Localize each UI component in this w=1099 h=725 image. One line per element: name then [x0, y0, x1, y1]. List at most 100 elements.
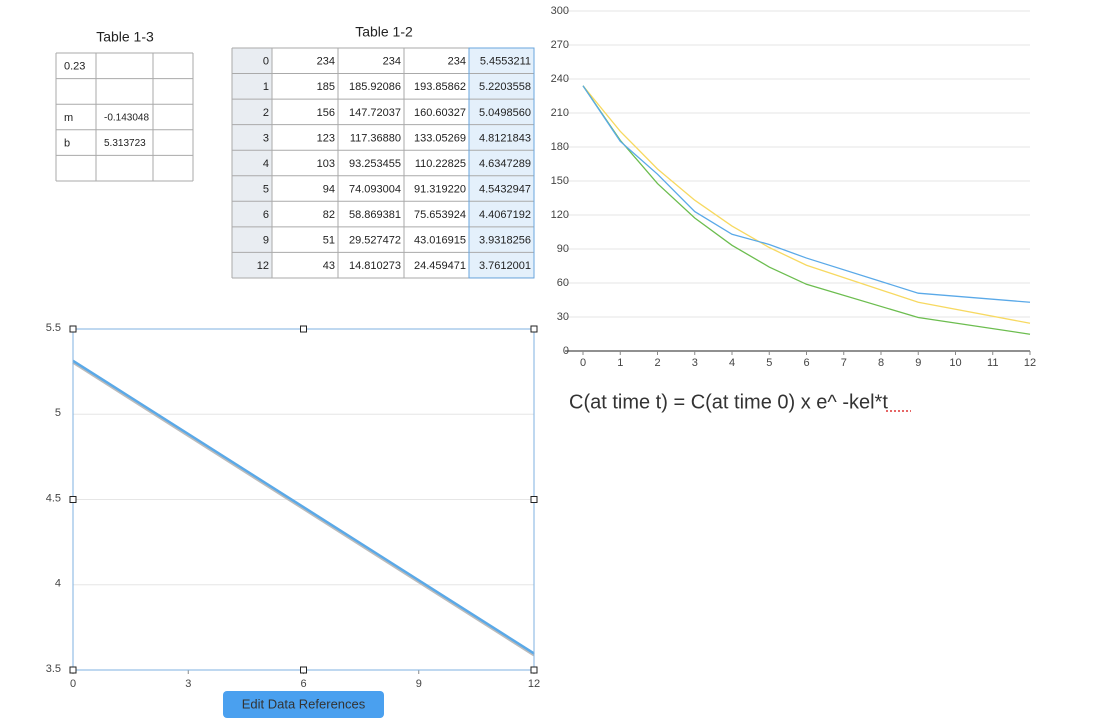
table-title: Table 1-2 [355, 24, 413, 40]
resize-handle[interactable] [69, 666, 77, 674]
x-tick-label: 6 [300, 678, 306, 690]
table-cell: 43 [323, 260, 335, 272]
y-tick-label: 90 [557, 243, 569, 255]
table-cell: 147.72037 [349, 107, 401, 119]
table-cell: 9 [263, 235, 269, 247]
x-tick-label: 8 [878, 357, 884, 369]
table-cell: -0.143048 [104, 113, 149, 124]
series-line [582, 85, 1031, 303]
x-tick-label: 10 [949, 357, 961, 369]
selection-outline [468, 47, 535, 279]
y-tick-label: 30 [557, 311, 569, 323]
table-cell: 3.9318256 [479, 235, 531, 247]
table-cell: 3.7612001 [479, 260, 531, 272]
table-cell: 14.810273 [349, 260, 401, 272]
table-cell: 133.05269 [414, 132, 466, 144]
data-point [288, 0, 299, 5]
x-tick-label: 9 [416, 678, 422, 690]
table-cell: 185 [317, 81, 335, 93]
data-point [487, 0, 498, 5]
table-cell: 110.22825 [415, 158, 466, 170]
y-tick-label: 0 [563, 345, 569, 357]
x-tick-label: 4 [729, 357, 735, 369]
x-tick-label: 12 [528, 678, 540, 690]
y-tick-label: 300 [551, 5, 569, 17]
data-point [371, 0, 382, 5]
table-cell: 234 [383, 56, 401, 68]
button[interactable]: Edit Data References [223, 691, 384, 718]
resize-handle[interactable] [300, 325, 307, 333]
table-cell: 3 [263, 132, 269, 144]
x-tick-label: 2 [654, 357, 660, 369]
y-tick-label: 150 [551, 175, 569, 187]
table-cell: 82 [323, 209, 335, 221]
table-cell: 5.0498560 [479, 107, 531, 119]
table-cell: 117.36880 [350, 132, 401, 144]
y-tick-label: 270 [551, 39, 569, 51]
data-point [126, 0, 137, 5]
table-cell: 0 [263, 56, 269, 68]
data-point [80, 0, 91, 5]
y-tick-label: 240 [551, 73, 569, 85]
resize-handle[interactable] [69, 496, 77, 503]
data-point [400, 0, 411, 5]
data-point [229, 0, 240, 5]
table-cell: 4.4067192 [479, 209, 531, 221]
formula: C(at time t) = C(at time 0) x e^ -kel*t [569, 391, 888, 413]
table-cell: 12 [257, 260, 269, 272]
data-point [441, 0, 452, 5]
data-point [331, 0, 342, 5]
x-tick-label: 5 [766, 357, 772, 369]
table-cell: 185.92086 [349, 81, 401, 93]
table-cell: 74.093004 [349, 183, 401, 195]
series-line [582, 85, 1031, 324]
table-cell: 193.85862 [414, 81, 466, 93]
resize-handle[interactable] [530, 325, 538, 333]
button-label[interactable]: Edit Data References [242, 696, 366, 711]
resize-handle[interactable] [69, 325, 77, 333]
y-tick-label: 3.5 [46, 663, 61, 675]
table-cell: 75.653924 [414, 209, 466, 221]
data-point [510, 0, 521, 5]
table-cell: 6 [263, 209, 269, 221]
y-tick-label: 120 [551, 209, 569, 221]
table-cell: 4 [263, 158, 269, 170]
data-point [169, 0, 180, 5]
table-cell: 2 [263, 107, 269, 119]
y-tick-label: 210 [551, 107, 569, 119]
table-cell: 123 [317, 132, 335, 144]
index-column [232, 48, 272, 278]
table-cell: 0.23 [64, 61, 85, 73]
resize-handle[interactable] [530, 496, 538, 503]
data-point [471, 0, 482, 5]
data-point [195, 0, 206, 5]
data-point [239, 0, 250, 5]
table-cell: 24.459471 [414, 260, 466, 272]
x-tick-label: 0 [70, 678, 76, 690]
series-line [582, 85, 1031, 335]
table-cell: 4.8121843 [479, 132, 531, 144]
data-point [620, 0, 631, 5]
table-title: Table 1-3 [96, 29, 154, 45]
resize-handle[interactable] [300, 666, 307, 674]
data-point [279, 0, 290, 5]
table-cell: m [64, 112, 73, 124]
x-tick-label: 3 [185, 678, 191, 690]
data-point [297, 0, 308, 5]
table-cell: 4.6347289 [479, 158, 531, 170]
table-cell: 29.527472 [349, 235, 401, 247]
y-tick-label: 5.5 [46, 322, 61, 334]
y-tick-label: 180 [551, 141, 569, 153]
button-bg[interactable] [223, 691, 384, 718]
data-point [178, 0, 189, 5]
x-tick-label: 12 [1024, 357, 1036, 369]
table-cell: 234 [317, 56, 335, 68]
trendline [72, 359, 535, 655]
resize-handle[interactable] [530, 666, 538, 674]
table-cell: 5.2203558 [479, 81, 531, 93]
table-cell: b [64, 138, 70, 150]
y-tick-label: 5 [55, 407, 61, 419]
data-point [312, 0, 323, 5]
